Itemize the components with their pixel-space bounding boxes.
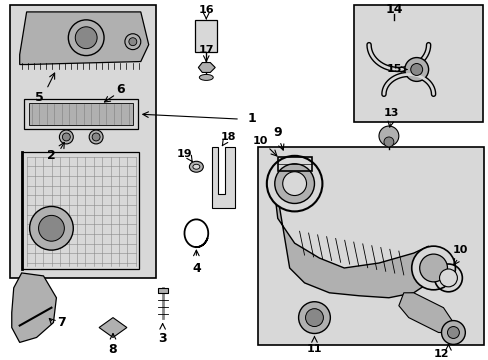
Bar <box>195 20 217 51</box>
Circle shape <box>92 133 100 141</box>
Text: 10: 10 <box>252 136 267 146</box>
Text: 12: 12 <box>433 349 448 359</box>
Ellipse shape <box>189 161 203 172</box>
Circle shape <box>282 172 306 195</box>
Circle shape <box>419 254 447 282</box>
Bar <box>157 288 167 293</box>
Polygon shape <box>12 273 56 342</box>
Text: 4: 4 <box>192 262 201 275</box>
Text: 7: 7 <box>57 316 65 329</box>
Bar <box>353 5 482 122</box>
Text: 9: 9 <box>273 126 282 139</box>
Circle shape <box>75 27 97 49</box>
Ellipse shape <box>199 75 213 80</box>
Circle shape <box>305 309 323 327</box>
Circle shape <box>404 58 428 81</box>
Circle shape <box>410 63 422 76</box>
Circle shape <box>68 20 104 55</box>
Circle shape <box>124 34 141 50</box>
Text: 1: 1 <box>247 112 256 125</box>
Circle shape <box>447 327 458 338</box>
Text: 10: 10 <box>452 245 467 255</box>
Text: 16: 16 <box>198 5 214 15</box>
Polygon shape <box>398 293 452 333</box>
Text: 15: 15 <box>386 64 402 75</box>
Text: 2: 2 <box>47 149 56 162</box>
Circle shape <box>39 215 64 241</box>
Circle shape <box>274 164 314 203</box>
Polygon shape <box>99 318 126 337</box>
Polygon shape <box>212 147 235 208</box>
Text: 14: 14 <box>385 4 402 17</box>
Circle shape <box>439 269 456 287</box>
Circle shape <box>129 38 137 46</box>
Bar <box>277 157 312 171</box>
Text: 8: 8 <box>108 343 117 356</box>
Ellipse shape <box>192 164 200 169</box>
Polygon shape <box>198 63 215 72</box>
Text: 11: 11 <box>306 345 322 354</box>
Text: 19: 19 <box>176 149 192 159</box>
Polygon shape <box>20 12 148 64</box>
Circle shape <box>62 133 70 141</box>
Text: 6: 6 <box>116 83 125 96</box>
Bar <box>23 99 138 129</box>
Text: 5: 5 <box>35 91 44 104</box>
Circle shape <box>383 137 393 147</box>
Circle shape <box>298 302 330 333</box>
Circle shape <box>89 130 103 144</box>
Text: 13: 13 <box>383 108 398 118</box>
Bar <box>29 103 133 125</box>
Bar <box>10 5 155 278</box>
Text: 18: 18 <box>220 132 235 142</box>
Circle shape <box>30 206 73 250</box>
Bar <box>21 152 139 269</box>
Bar <box>257 147 483 345</box>
Circle shape <box>266 156 322 211</box>
Circle shape <box>441 321 465 345</box>
Text: 17: 17 <box>198 45 214 55</box>
Circle shape <box>59 130 73 144</box>
Polygon shape <box>274 164 433 298</box>
Circle shape <box>378 126 398 146</box>
Circle shape <box>411 246 454 290</box>
Text: 3: 3 <box>158 332 166 345</box>
